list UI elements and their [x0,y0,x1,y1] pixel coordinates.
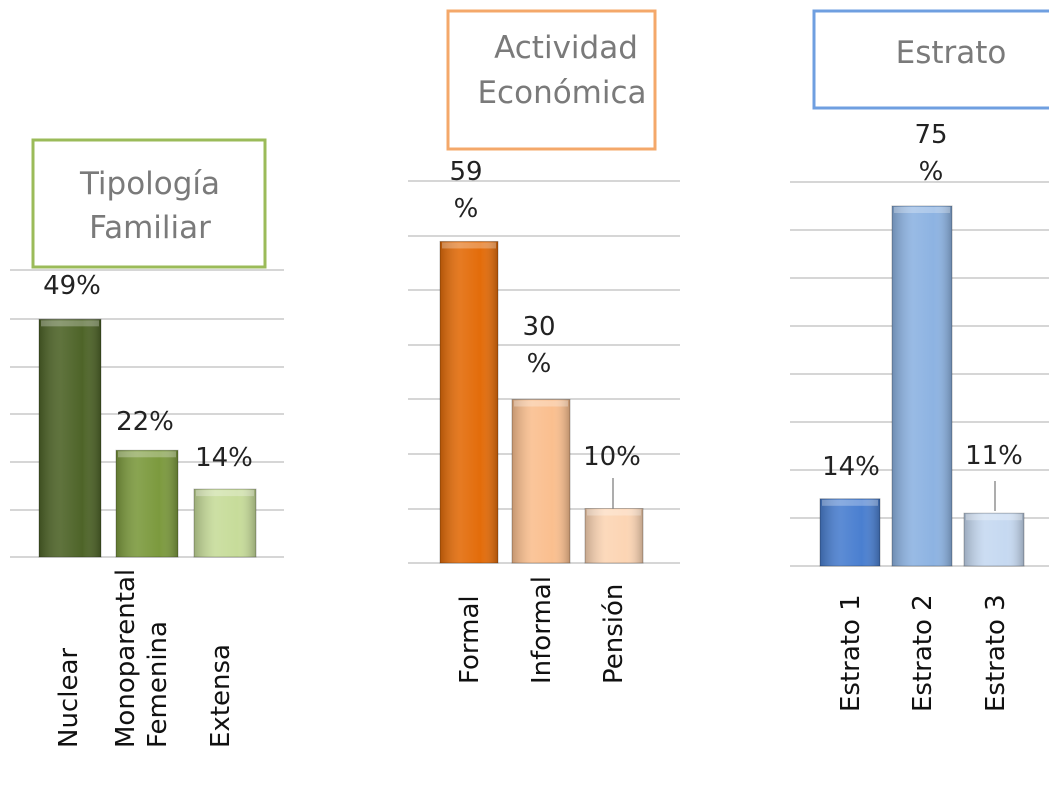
category-label: Informal [527,576,557,684]
bar-estrato-2 [891,205,953,567]
chart-actividad-economica: 59 % 30 % 10% Formal Informal Pensión Actividad E… [408,9,680,684]
category-label: Monoparental [111,569,141,748]
category-label: Formal [455,595,485,684]
chart-title-box [446,9,657,151]
chart-title-box [31,138,267,269]
value-label: 75% [914,120,947,187]
bar-estrato-1 [819,498,881,567]
bar-nuclear [38,318,102,558]
bar-pension [584,508,644,564]
chart-title-box [812,9,1049,110]
value-label: 14% [195,443,253,473]
chart-estrato: 14% 75 % 11% Estrato 1 Estrato 2 Estrato 3 Estr… [790,9,1049,712]
value-label: 49% [43,271,101,301]
category-label: Femenina [143,621,173,748]
value-label: 22% [116,407,174,437]
bar-monoparental-femenina [115,449,179,558]
chart-title: Tipología Familiar [79,166,220,246]
category-label: Estrato 3 [981,594,1011,712]
chart-title: Actividad Económica [477,30,646,111]
bar-formal [439,240,499,564]
bar-estrato-3 [963,512,1025,567]
category-label: Extensa [206,644,236,748]
chart-title: Estrato [896,35,1007,71]
category-label: Estrato 2 [908,594,938,712]
category-label: Estrato 1 [836,594,866,712]
bar-informal [511,399,571,564]
value-label: 11% [965,441,1023,471]
value-label: 59% [449,157,482,224]
value-label: 30% [522,312,555,379]
chart-tipologia-familiar: 49% 22% 14% Nuclear Monoparental Femenina Exte… [10,138,284,748]
category-label: Nuclear [54,648,84,748]
bar-extensa [193,488,257,558]
value-label: 14% [822,452,880,482]
value-label: 10% [583,442,641,472]
category-label: Pensión [599,584,629,684]
